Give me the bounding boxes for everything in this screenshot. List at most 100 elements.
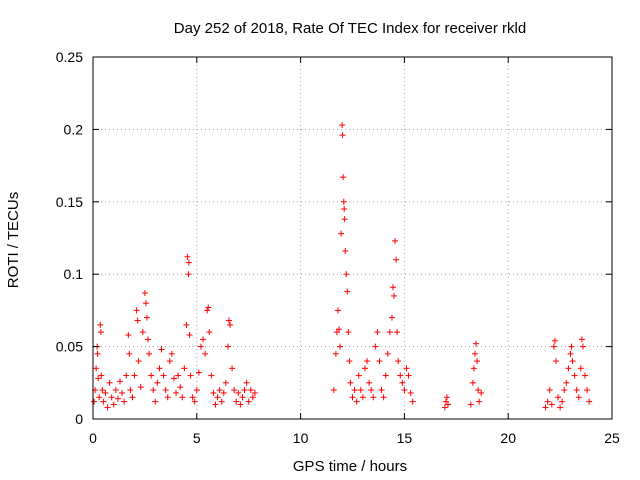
data-point xyxy=(374,329,381,336)
data-point xyxy=(409,398,416,405)
y-tick-label: 0 xyxy=(75,411,83,427)
data-point xyxy=(96,394,103,401)
data-point xyxy=(397,372,404,379)
data-point xyxy=(551,337,558,344)
data-point xyxy=(339,132,346,139)
data-point xyxy=(249,394,256,401)
data-point xyxy=(336,326,343,333)
x-tick-label: 5 xyxy=(193,430,201,446)
data-point xyxy=(99,387,106,394)
data-point xyxy=(382,372,389,379)
data-point xyxy=(158,346,165,353)
data-point xyxy=(555,394,562,401)
grid xyxy=(93,57,612,419)
data-point xyxy=(212,401,219,408)
data-point xyxy=(563,379,570,386)
data-point xyxy=(197,343,204,350)
data-point xyxy=(251,389,258,396)
data-point xyxy=(241,387,248,394)
data-point xyxy=(131,372,138,379)
data-point xyxy=(401,387,408,394)
data-point xyxy=(361,365,368,372)
data-point xyxy=(164,394,171,401)
data-point xyxy=(95,375,102,382)
data-point xyxy=(338,230,345,237)
data-point xyxy=(474,358,481,365)
data-point xyxy=(345,329,352,336)
data-point xyxy=(125,332,132,339)
data-point xyxy=(141,290,148,297)
data-point xyxy=(186,332,193,339)
data-point xyxy=(202,350,209,357)
data-point xyxy=(200,336,207,343)
data-point xyxy=(380,394,387,401)
data-point xyxy=(344,288,351,295)
data-point xyxy=(476,398,483,405)
data-point xyxy=(168,350,175,357)
data-point xyxy=(245,398,252,405)
data-point xyxy=(550,343,557,350)
data-point xyxy=(565,365,572,372)
data-point xyxy=(571,372,578,379)
data-point xyxy=(384,350,391,357)
data-point xyxy=(94,350,101,357)
data-point xyxy=(552,358,559,365)
data-point xyxy=(330,387,337,394)
data-point xyxy=(116,378,123,385)
data-point xyxy=(229,365,236,372)
data-point xyxy=(467,401,474,408)
data-point xyxy=(346,358,353,365)
data-point xyxy=(340,198,347,205)
data-point xyxy=(97,321,104,328)
data-point xyxy=(150,387,157,394)
data-point xyxy=(104,404,111,411)
data-point xyxy=(205,304,212,311)
data-point xyxy=(93,365,100,372)
data-point xyxy=(127,387,134,394)
data-point xyxy=(573,387,580,394)
data-point xyxy=(542,404,549,411)
data-point xyxy=(364,358,371,365)
data-point xyxy=(567,350,574,357)
data-point xyxy=(106,379,113,386)
data-point xyxy=(146,350,153,357)
data-point xyxy=(173,389,180,396)
data-point xyxy=(222,379,229,386)
data-point xyxy=(342,248,349,255)
data-point xyxy=(110,401,117,408)
data-point xyxy=(185,271,192,278)
data-point xyxy=(121,398,128,405)
data-point xyxy=(145,336,152,343)
data-point xyxy=(193,387,200,394)
data-point xyxy=(376,358,383,365)
data-point xyxy=(152,398,159,405)
data-point xyxy=(349,394,356,401)
data-point xyxy=(231,387,238,394)
data-point xyxy=(210,389,217,396)
data-point xyxy=(139,329,146,336)
data-point xyxy=(243,379,250,386)
axis-ticks: 0 5 10 15 20 25 0 0.05 0.1 0.15 0.2 0.25 xyxy=(56,49,620,446)
data-point xyxy=(133,307,140,314)
data-point xyxy=(341,216,348,223)
data-point xyxy=(544,398,551,405)
data-point xyxy=(392,237,399,244)
data-point xyxy=(135,358,142,365)
data-point xyxy=(129,394,136,401)
data-point xyxy=(579,343,586,350)
data-point xyxy=(126,350,133,357)
data-point xyxy=(91,398,98,405)
data-point xyxy=(584,387,591,394)
data-point xyxy=(388,314,395,321)
data-point xyxy=(394,329,401,336)
data-point xyxy=(578,336,585,343)
data-point xyxy=(237,401,244,408)
data-point xyxy=(469,379,476,386)
data-point xyxy=(340,174,347,181)
data-point xyxy=(162,387,169,394)
data-point xyxy=(233,398,240,405)
x-tick-label: 0 xyxy=(89,430,97,446)
data-point xyxy=(389,284,396,291)
data-point xyxy=(343,271,350,278)
